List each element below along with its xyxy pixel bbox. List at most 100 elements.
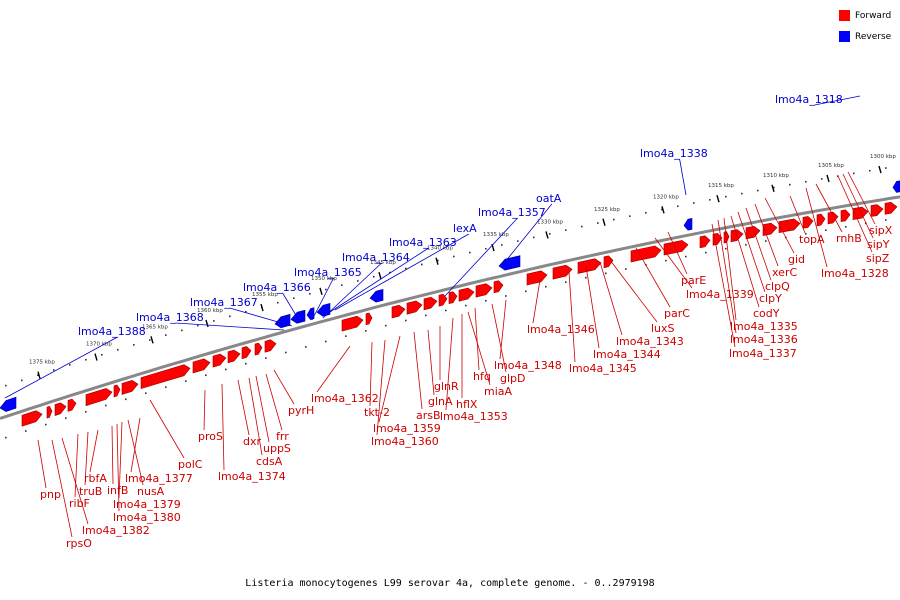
gene-label-pnp[interactable]: pnp [40, 488, 61, 501]
forward-gene[interactable] [458, 287, 475, 302]
forward-gene[interactable] [630, 245, 662, 263]
gene-label-pros[interactable]: proS [198, 430, 223, 443]
gene-label-lmo4a-1335[interactable]: lmo4a_1335 [730, 320, 798, 333]
gene-label-pyrh[interactable]: pyrH [288, 404, 314, 417]
gene-label-lmo4a-1353[interactable]: lmo4a_1353 [440, 410, 508, 423]
forward-gene[interactable] [577, 258, 602, 274]
forward-gene[interactable] [802, 216, 814, 229]
forward-gene[interactable] [254, 342, 263, 356]
gene-label-topa[interactable]: topA [799, 233, 825, 246]
reverse-gene[interactable] [683, 218, 693, 231]
forward-gene[interactable] [54, 402, 67, 416]
forward-gene[interactable] [852, 206, 869, 220]
gene-label-lmo4a-1360[interactable]: lmo4a_1360 [371, 435, 439, 448]
forward-gene[interactable] [663, 240, 689, 256]
forward-gene[interactable] [475, 283, 493, 298]
gene-label-nusa[interactable]: nusA [137, 485, 165, 498]
gene-label-lmo4a-1359[interactable]: lmo4a_1359 [373, 422, 441, 435]
forward-gene[interactable] [762, 222, 778, 237]
forward-gene[interactable] [365, 312, 373, 326]
gene-label-hflx[interactable]: hflX [456, 398, 478, 411]
forward-gene[interactable] [67, 398, 77, 412]
forward-gene[interactable] [113, 384, 121, 398]
forward-gene[interactable] [46, 405, 53, 419]
forward-gene[interactable] [21, 410, 43, 427]
forward-gene[interactable] [840, 209, 851, 223]
gene-label-rnhb[interactable]: rnhB [836, 232, 862, 245]
gene-label-lmo4a-1362[interactable]: lmo4a_1362 [311, 392, 379, 405]
gene-label-lmo4a-1382[interactable]: lmo4a_1382 [82, 524, 150, 537]
gene-label-arsb[interactable]: arsB [416, 409, 441, 422]
forward-gene[interactable] [438, 293, 448, 307]
forward-gene[interactable] [121, 380, 139, 395]
gene-label-lmo4a-1337[interactable]: lmo4a_1337 [729, 347, 797, 360]
gene-label-lmo4a-1379[interactable]: lmo4a_1379 [113, 498, 181, 511]
gene-label-lmo4a-1365[interactable]: lmo4a_1365 [294, 266, 362, 279]
gene-label-clpy[interactable]: clpY [759, 292, 782, 305]
gene-label-parc[interactable]: parC [664, 307, 690, 320]
gene-label-xerc[interactable]: xerC [772, 266, 797, 279]
gene-label-polc[interactable]: polC [178, 458, 203, 471]
gene-label-glna[interactable]: glnA [428, 395, 453, 408]
gene-label-gid[interactable]: gid [788, 253, 805, 266]
gene-label-clpq[interactable]: clpQ [765, 280, 790, 293]
gene-label-lmo4a-1374[interactable]: lmo4a_1374 [218, 470, 286, 483]
gene-label-lmo4a-1367[interactable]: lmo4a_1367 [190, 296, 258, 309]
gene-label-lmo4a-1380[interactable]: lmo4a_1380 [113, 511, 181, 524]
gene-label-glnr[interactable]: glnR [434, 380, 459, 393]
forward-gene[interactable] [227, 349, 241, 364]
gene-label-oata[interactable]: oatA [536, 192, 562, 205]
gene-label-pare[interactable]: parE [681, 274, 706, 287]
forward-gene[interactable] [526, 270, 548, 286]
forward-gene[interactable] [870, 204, 884, 217]
legend-item-forward[interactable]: Forward [839, 9, 891, 22]
gene-label-dxr[interactable]: dxr [243, 435, 261, 448]
gene-label-hfq[interactable]: hfq [473, 370, 491, 383]
legend-item-reverse[interactable]: Reverse [839, 30, 891, 43]
gene-label-lmo4a-1343[interactable]: lmo4a_1343 [616, 335, 684, 348]
reverse-gene[interactable] [274, 313, 291, 329]
gene-label-cody[interactable]: codY [753, 307, 780, 320]
forward-gene[interactable] [406, 300, 423, 315]
gene-label-lmo4a-1348[interactable]: lmo4a_1348 [494, 359, 562, 372]
gene-label-lmo4a-1318[interactable]: lmo4a_1318 [775, 93, 843, 106]
gene-label-lmo4a-1344[interactable]: lmo4a_1344 [593, 348, 661, 361]
gene-label-lmo4a-1346[interactable]: lmo4a_1346 [527, 323, 595, 336]
forward-gene[interactable] [448, 291, 458, 305]
gene-label-sipy[interactable]: sipY [867, 238, 890, 251]
forward-gene[interactable] [391, 304, 406, 319]
gene-label-lmo4a-1336[interactable]: lmo4a_1336 [730, 333, 798, 346]
reverse-gene[interactable] [369, 288, 384, 303]
forward-gene[interactable] [884, 201, 898, 215]
forward-gene[interactable] [140, 364, 191, 390]
forward-gene[interactable] [241, 346, 252, 360]
forward-gene[interactable] [603, 255, 614, 269]
gene-label-upps[interactable]: uppS [263, 442, 291, 455]
gene-label-lmo4a-1345[interactable]: lmo4a_1345 [569, 362, 637, 375]
forward-gene[interactable] [423, 296, 438, 311]
gene-label-lmo4a-1338[interactable]: lmo4a_1338 [640, 147, 708, 160]
gene-label-ribf[interactable]: ribF [69, 497, 90, 510]
forward-gene[interactable] [493, 280, 504, 294]
gene-label-cdsa[interactable]: cdsA [256, 455, 283, 468]
forward-gene[interactable] [192, 358, 211, 374]
gene-label-sipx[interactable]: sipX [869, 224, 893, 237]
forward-gene[interactable] [85, 388, 113, 407]
gene-label-lmo4a-1366[interactable]: lmo4a_1366 [243, 281, 311, 294]
gene-label-lmo4a-1339[interactable]: lmo4a_1339 [686, 288, 754, 301]
gene-label-lmo4a-1368[interactable]: lmo4a_1368 [136, 311, 204, 324]
forward-gene[interactable] [264, 339, 277, 353]
gene-label-rbfa[interactable]: rbfA [84, 472, 107, 485]
forward-gene[interactable] [816, 213, 826, 227]
gene-label-infb[interactable]: infB [107, 484, 128, 497]
gene-label-tkt-2[interactable]: tkt-2 [364, 406, 390, 419]
gene-label-trub[interactable]: truB [79, 485, 102, 498]
reverse-gene[interactable] [0, 396, 17, 412]
gene-label-luxs[interactable]: luxS [651, 322, 675, 335]
gene-label-lmo4a-1377[interactable]: lmo4a_1377 [125, 472, 193, 485]
reverse-gene[interactable] [316, 302, 331, 317]
forward-gene[interactable] [699, 235, 711, 249]
gene-label-glpd[interactable]: glpD [500, 372, 526, 385]
gene-label-lmo4a-1388[interactable]: lmo4a_1388 [78, 325, 146, 338]
